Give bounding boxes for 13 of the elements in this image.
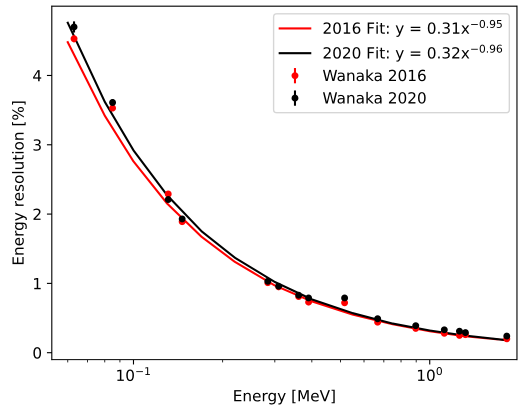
x-tick-label: 10$^{0}$ (418, 367, 442, 382)
y-tick-label: 4 (33, 70, 42, 82)
y-axis-title: Energy resolution [%] (12, 101, 27, 264)
legend-label: Wanaka 2020 (322, 92, 426, 104)
y-tick-label: 0 (33, 347, 42, 359)
y-tick-label: 1 (34, 278, 41, 290)
legend-label: Wanaka 2016 (322, 69, 426, 82)
x-axis-title: Energy [MeV] (234, 390, 335, 404)
legend-label: 2020 Fit: y = 0.32x$^{−0.96}$ (324, 44, 502, 62)
x-tick-label: 10$^{−1}$ (117, 367, 150, 382)
y-tick-label: 2 (33, 208, 41, 220)
y-tick-label: 3 (34, 139, 41, 151)
legend-label: 2016 Fit: y = 0.31x$^{−0.95}$ (324, 20, 502, 37)
